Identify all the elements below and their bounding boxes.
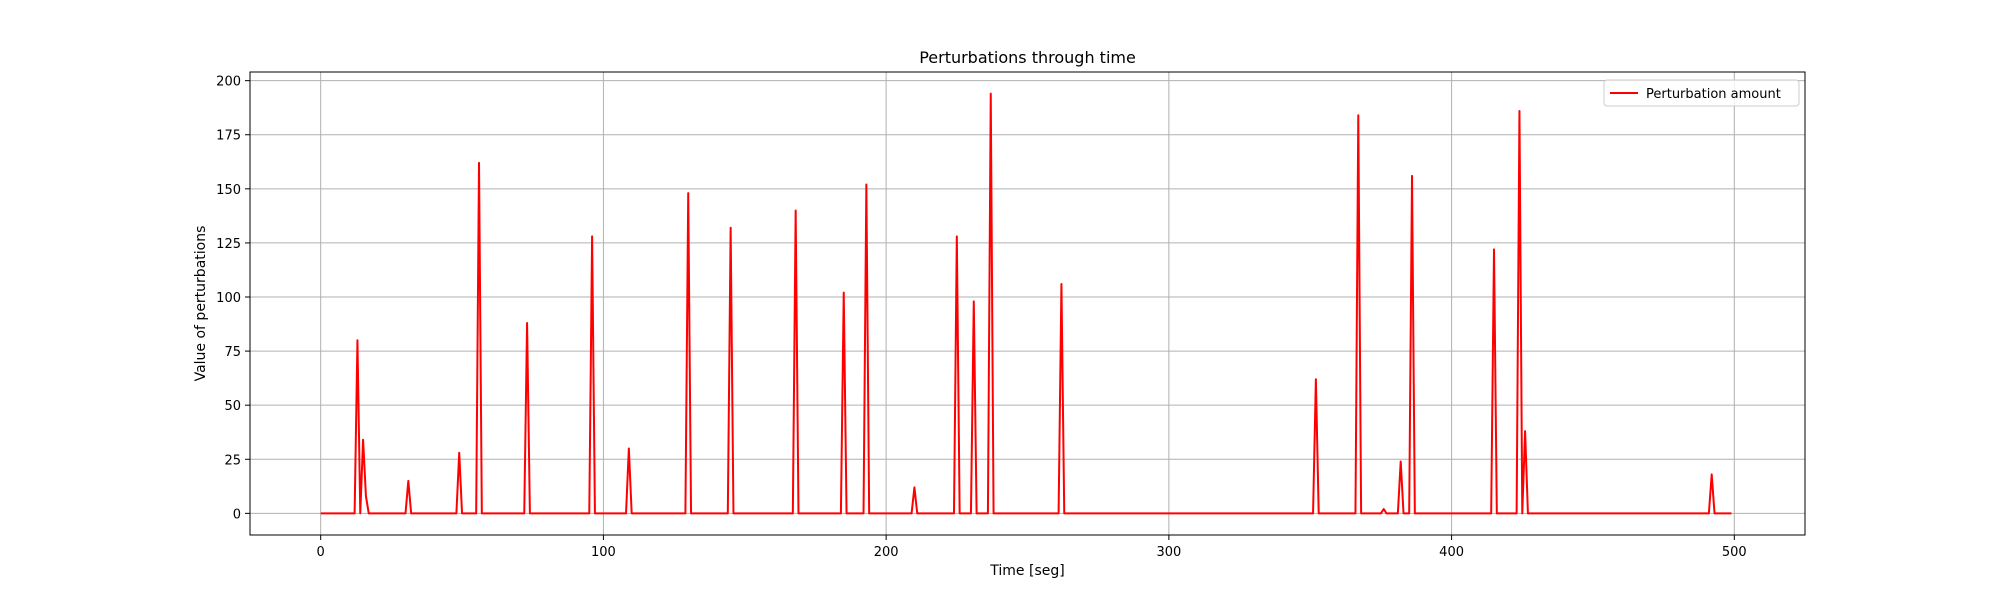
data-point-peak <box>478 162 480 164</box>
data-point-peak <box>1524 430 1526 432</box>
legend-entry-perturbation-amount: Perturbation amount <box>1646 87 1781 102</box>
data-point-peak <box>795 209 797 211</box>
y-axis-label: Value of perturbations <box>193 226 209 382</box>
data-point-peak <box>1383 508 1385 510</box>
grid-lines <box>250 72 1805 535</box>
data-point-peak <box>407 480 409 482</box>
data-point-peak <box>1518 110 1520 112</box>
x-axis-label: Time [seg] <box>989 563 1064 579</box>
data-point-peak <box>865 184 867 186</box>
y-tick-label: 75 <box>224 345 241 360</box>
data-point-peak <box>458 452 460 454</box>
legend-box <box>1603 79 1800 107</box>
y-tick-label: 200 <box>216 75 241 90</box>
data-point-peak <box>843 292 845 294</box>
data-point-peak <box>1315 378 1317 380</box>
x-tick-label: 200 <box>874 545 899 560</box>
y-tick-label: 175 <box>216 129 241 144</box>
series-line-perturbation-amount <box>320 92 1732 515</box>
data-point-peak <box>913 486 915 488</box>
x-tick-label: 100 <box>591 545 616 560</box>
data-point-peak <box>1400 460 1402 462</box>
x-tick-label: 300 <box>1156 545 1181 560</box>
data-point-peak <box>973 300 975 302</box>
data-point-peak <box>1060 283 1062 285</box>
data-point-peak <box>1493 248 1495 250</box>
x-tick-label: 500 <box>1722 545 1747 560</box>
legend: Perturbation amount <box>1603 79 1800 107</box>
data-point-peak <box>365 495 367 497</box>
data-point-peak <box>628 447 630 449</box>
y-tick-label: 125 <box>216 237 241 252</box>
data-point-peak <box>591 235 593 237</box>
data-point-peak <box>1357 114 1359 116</box>
data-point-peak <box>362 439 364 441</box>
plot-frame <box>249 71 1806 536</box>
data-point-peak <box>356 339 358 341</box>
axis-ticks: 0 100 200 300 400 500 0 25 50 75 100 125 150 175 200 <box>216 75 1747 560</box>
y-tick-label: 150 <box>216 183 241 198</box>
y-tick-label: 100 <box>216 291 241 306</box>
y-tick-label: 25 <box>224 453 241 468</box>
data-point-peak <box>956 235 958 237</box>
data-point-peak <box>526 322 528 324</box>
series-lines <box>320 92 1732 515</box>
data-point-peak <box>1411 175 1413 177</box>
chart-title: Perturbations through time <box>919 48 1136 67</box>
data-point-peak <box>990 93 992 95</box>
data-point-peak <box>730 227 732 229</box>
y-tick-label: 50 <box>224 399 241 414</box>
y-tick-label: 0 <box>233 507 241 522</box>
data-point-peak <box>687 192 689 194</box>
data-point-peak <box>1711 473 1713 475</box>
x-tick-label: 400 <box>1439 545 1464 560</box>
x-tick-label: 0 <box>317 545 325 560</box>
